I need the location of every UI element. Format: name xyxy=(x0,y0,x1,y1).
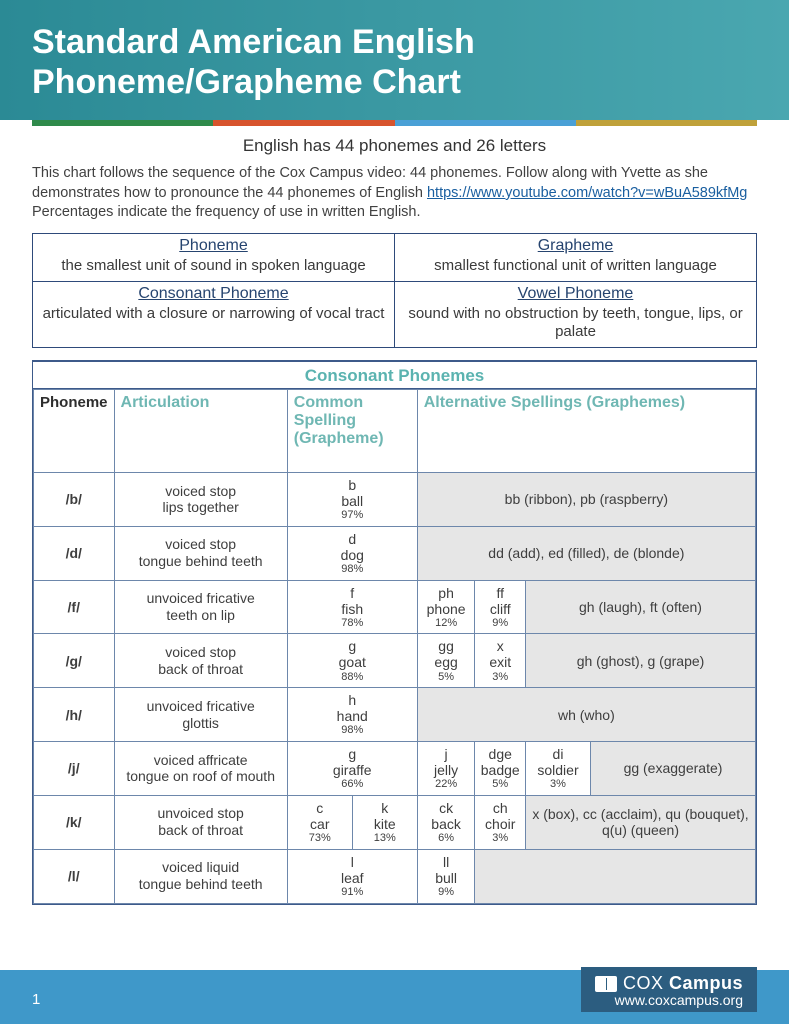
row-g: /g/ voiced stopback of throat ggoat88% g… xyxy=(34,634,756,688)
intro-paragraph: This chart follows the sequence of the C… xyxy=(32,164,757,223)
artic-f: unvoiced fricativeteeth on lip xyxy=(114,580,287,634)
common-h: hhand98% xyxy=(287,688,417,742)
consonant-table-wrap: Consonant Phonemes Phoneme Articulation … xyxy=(32,360,757,905)
phon-b: /b/ xyxy=(34,472,115,526)
alt-g-gg: ggegg5% xyxy=(417,634,475,688)
common-b: bball97% xyxy=(287,472,417,526)
alt-j-rest: gg (exaggerate) xyxy=(590,742,755,796)
th-phoneme: Phoneme xyxy=(34,389,115,472)
common-j: ggiraffe66% xyxy=(287,742,417,796)
def-consonant-desc: articulated with a closure or narrowing … xyxy=(43,305,385,322)
header-row: Phoneme Articulation Common Spelling (Gr… xyxy=(34,389,756,472)
intro-line-2: demonstrates how to pronounce the 44 pho… xyxy=(32,185,427,201)
brand-name: COX Campus xyxy=(623,973,743,994)
row-l: /l/ voiced liquidtongue behind teeth lle… xyxy=(34,849,756,903)
def-grapheme-desc: smallest functional unit of written lang… xyxy=(434,257,717,274)
artic-l: voiced liquidtongue behind teeth xyxy=(114,849,287,903)
phon-h: /h/ xyxy=(34,688,115,742)
brand-box: COX Campus www.coxcampus.org xyxy=(581,967,757,1012)
strip-4 xyxy=(576,120,757,126)
phon-l: /l/ xyxy=(34,849,115,903)
phon-k: /k/ xyxy=(34,795,115,849)
def-consonant: Consonant Phoneme articulated with a clo… xyxy=(33,281,395,347)
brand-logo: COX Campus xyxy=(595,973,743,994)
def-vowel-term: Vowel Phoneme xyxy=(403,285,748,303)
strip-1 xyxy=(32,120,213,126)
artic-h: unvoiced fricativeglottis xyxy=(114,688,287,742)
alt-g-rest: gh (ghost), g (grape) xyxy=(526,634,756,688)
artic-g: voiced stopback of throat xyxy=(114,634,287,688)
title-line-2: Phoneme/Grapheme Chart xyxy=(32,63,461,101)
row-j: /j/ voiced affricatetongue on roof of mo… xyxy=(34,742,756,796)
intro-line-3: Percentages indicate the frequency of us… xyxy=(32,204,421,220)
th-articulation: Articulation xyxy=(114,389,287,472)
alt-f-ff: ffcliff9% xyxy=(475,580,526,634)
common-k-c: ccar73% xyxy=(287,795,352,849)
def-phoneme-desc: the smallest unit of sound in spoken lan… xyxy=(61,257,365,274)
artic-k: unvoiced stopback of throat xyxy=(114,795,287,849)
alt-j-di: disoldier3% xyxy=(526,742,591,796)
common-g: ggoat88% xyxy=(287,634,417,688)
alt-k-ck: ckback6% xyxy=(417,795,475,849)
th-alt: Alternative Spellings (Graphemes) xyxy=(417,389,755,472)
consonant-table-title: Consonant Phonemes xyxy=(33,362,756,389)
def-phoneme-term: Phoneme xyxy=(41,237,386,255)
row-f: /f/ unvoiced fricativeteeth on lip ffish… xyxy=(34,580,756,634)
phon-f: /f/ xyxy=(34,580,115,634)
def-grapheme-term: Grapheme xyxy=(403,237,748,255)
artic-b: voiced stoplips together xyxy=(114,472,287,526)
page-number: 1 xyxy=(32,991,40,1008)
page-title: Standard American English Phoneme/Graphe… xyxy=(32,22,757,102)
alt-k-rest: x (box), cc (acclaim), qu (bouquet), q(u… xyxy=(526,795,756,849)
common-l: lleaf91% xyxy=(287,849,417,903)
common-f: ffish78% xyxy=(287,580,417,634)
def-phoneme: Phoneme the smallest unit of sound in sp… xyxy=(33,233,395,281)
phon-g: /g/ xyxy=(34,634,115,688)
alt-j-dge: dgebadge5% xyxy=(475,742,526,796)
row-d: /d/ voiced stoptongue behind teeth ddog9… xyxy=(34,526,756,580)
alt-d: dd (add), ed (filled), de (blonde) xyxy=(417,526,755,580)
alt-f-ph: phphone12% xyxy=(417,580,475,634)
artic-j: voiced affricatetongue on roof of mouth xyxy=(114,742,287,796)
def-vowel: Vowel Phoneme sound with no obstruction … xyxy=(395,281,757,347)
title-line-1: Standard American English xyxy=(32,23,475,61)
alt-h: wh (who) xyxy=(417,688,755,742)
color-strip xyxy=(32,120,757,126)
def-consonant-term: Consonant Phoneme xyxy=(41,285,386,303)
intro-line-1: This chart follows the sequence of the C… xyxy=(32,165,708,181)
artic-d: voiced stoptongue behind teeth xyxy=(114,526,287,580)
brand-url: www.coxcampus.org xyxy=(595,992,743,1008)
def-vowel-desc: sound with no obstruction by teeth, tong… xyxy=(408,305,742,340)
phon-d: /d/ xyxy=(34,526,115,580)
strip-2 xyxy=(213,120,394,126)
row-h: /h/ unvoiced fricativeglottis hhand98% w… xyxy=(34,688,756,742)
alt-k-ch: chchoir3% xyxy=(475,795,526,849)
alt-b: bb (ribbon), pb (raspberry) xyxy=(417,472,755,526)
common-d: ddog98% xyxy=(287,526,417,580)
youtube-link[interactable]: https://www.youtube.com/watch?v=wBuA589k… xyxy=(427,185,747,201)
header-band: Standard American English Phoneme/Graphe… xyxy=(0,0,789,120)
common-k-k: kkite13% xyxy=(352,795,417,849)
subtitle: English has 44 phonemes and 26 letters xyxy=(0,136,789,156)
alt-j-j: jjelly22% xyxy=(417,742,475,796)
alt-l-rest xyxy=(475,849,756,903)
consonant-table: Phoneme Articulation Common Spelling (Gr… xyxy=(33,389,756,904)
strip-3 xyxy=(395,120,576,126)
row-k: /k/ unvoiced stopback of throat ccar73% … xyxy=(34,795,756,849)
alt-f-rest: gh (laugh), ft (often) xyxy=(526,580,756,634)
book-icon xyxy=(595,976,617,992)
row-b: /b/ voiced stoplips together bball97% bb… xyxy=(34,472,756,526)
alt-l-ll: llbull9% xyxy=(417,849,475,903)
def-grapheme: Grapheme smallest functional unit of wri… xyxy=(395,233,757,281)
alt-g-x: xexit3% xyxy=(475,634,526,688)
definitions-table: Phoneme the smallest unit of sound in sp… xyxy=(32,233,757,348)
phon-j: /j/ xyxy=(34,742,115,796)
th-common: Common Spelling (Grapheme) xyxy=(287,389,417,472)
